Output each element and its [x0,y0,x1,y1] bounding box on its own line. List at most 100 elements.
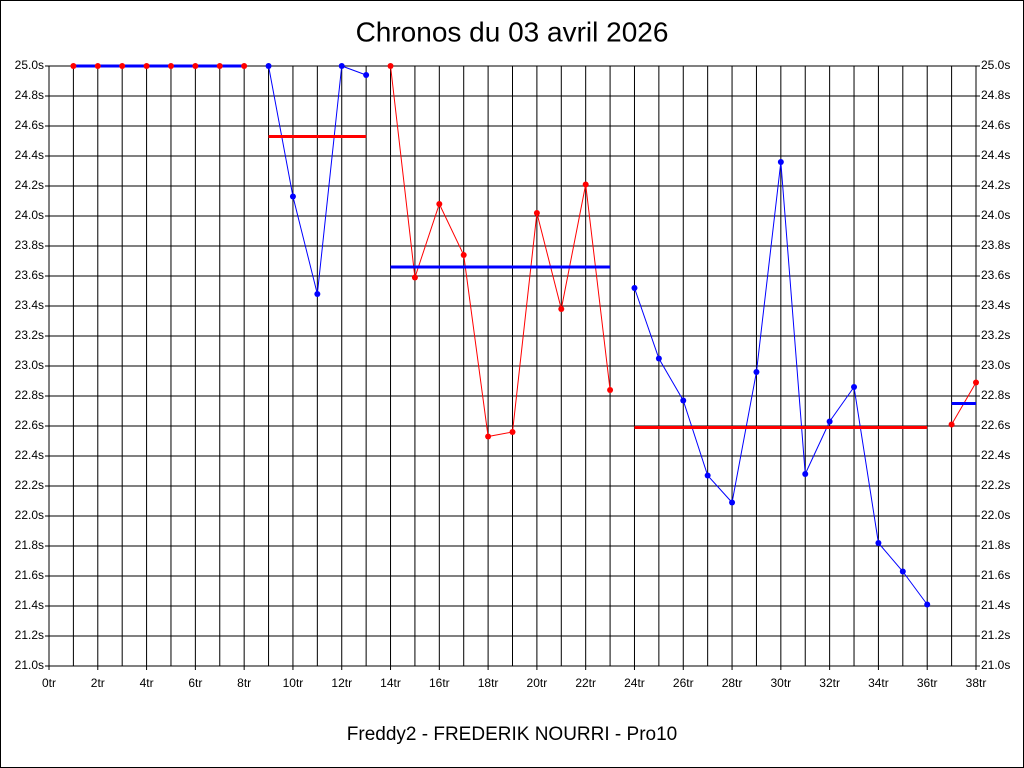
point [94,63,101,69]
point [241,63,248,69]
series-line [390,65,611,438]
point [167,63,174,69]
x-tick-label: 2tr [91,676,105,690]
point [411,274,418,281]
point [948,421,955,428]
y-tick-label: 23.8s [15,238,44,252]
point [899,568,906,575]
point [875,540,882,546]
y-tick-label: 23.4s [15,298,44,312]
y-tick-label: 22.0s [15,508,44,522]
y-tick-label: 24.0s [15,208,44,222]
point [338,63,345,69]
x-tick-label: 4tr [140,676,154,690]
y2-tick-label: 24.0s [981,208,1010,222]
y-tick-label: 21.6s [15,568,44,582]
point [119,63,126,69]
x-tick-label: 6tr [188,676,202,690]
y2-tick-label: 23.0s [981,358,1010,372]
point [558,306,565,312]
x-tick-label: 20tr [527,676,548,690]
point [924,601,931,608]
y-tick-label: 24.6s [15,118,44,132]
y-tick-label: 23.0s [15,358,44,372]
x-tick-label: 16tr [429,676,450,690]
y2-tick-label: 22.8s [981,388,1010,402]
y2-tick-label: 23.6s [981,268,1010,282]
y2-tick-label: 21.4s [981,598,1010,612]
y-tick-label: 24.4s [15,148,44,162]
y-tick-label: 22.6s [15,418,44,432]
point [533,210,540,216]
y-tick-label: 22.4s [15,448,44,462]
y2-tick-label: 24.8s [981,88,1010,102]
point [826,418,833,425]
point [777,159,784,165]
point [851,384,858,390]
point [729,499,736,506]
y2-tick-label: 24.2s [981,178,1010,192]
x-tick-label: 12tr [331,676,352,690]
y2-tick-label: 24.6s [981,118,1010,132]
y-tick-label: 21.0s [15,658,44,672]
x-tick-label: 28tr [722,676,743,690]
y-tick-label: 21.2s [15,628,44,642]
point [655,355,662,362]
x-tick-label: 24tr [624,676,645,690]
y2-tick-label: 23.2s [981,328,1010,342]
y2-tick-label: 22.6s [981,418,1010,432]
x-tick-label: 8tr [237,676,251,690]
x-tick-label: 10tr [283,676,304,690]
y2-tick-label: 21.8s [981,538,1010,552]
point [485,433,492,440]
y-tick-label: 21.8s [15,538,44,552]
x-tick-label: 0tr [42,676,56,690]
point [314,291,321,297]
point [216,63,223,69]
point [973,379,979,386]
y2-tick-label: 21.0s [981,658,1010,672]
y2-tick-label: 22.2s [981,478,1010,492]
chart-title: Chronos du 03 avril 2026 [356,16,669,47]
point [436,201,443,207]
point [289,193,296,200]
y-tick-label: 24.2s [15,178,44,192]
y2-tick-label: 24.4s [981,148,1010,162]
x-tick-label: 18tr [478,676,499,690]
y-tick-label: 24.8s [15,88,44,102]
x-tick-label: 30tr [770,676,791,690]
point [802,471,809,477]
y2-tick-label: 22.0s [981,508,1010,522]
y2-tick-label: 25.0s [981,58,1010,72]
y2-tick-label: 21.6s [981,568,1010,582]
y-tick-label: 22.2s [15,478,44,492]
point [363,72,370,78]
y-tick-label: 22.8s [15,388,44,402]
x-tick-label: 14tr [380,676,401,690]
x-tick-label: 34tr [868,676,889,690]
y2-tick-label: 22.4s [981,448,1010,462]
point [265,63,272,69]
y-tick-label: 23.6s [15,268,44,282]
x-tick-label: 22tr [575,676,596,690]
point [753,369,760,375]
point [631,285,638,291]
y2-tick-label: 21.2s [981,628,1010,642]
point [607,387,614,393]
point [387,63,394,69]
point [192,63,199,69]
point [143,63,150,69]
point [70,63,77,69]
chart-footer: Freddy2 - FREDERIK NOURRI - Pro10 [347,724,677,745]
y2-tick-label: 23.4s [981,298,1010,312]
x-tick-label: 38tr [966,676,987,690]
y-tick-label: 25.0s [15,58,44,72]
point [704,472,711,479]
x-tick-label: 26tr [673,676,694,690]
y-tick-label: 23.2s [15,328,44,342]
point [680,397,687,404]
point [460,252,467,258]
point [509,429,516,435]
